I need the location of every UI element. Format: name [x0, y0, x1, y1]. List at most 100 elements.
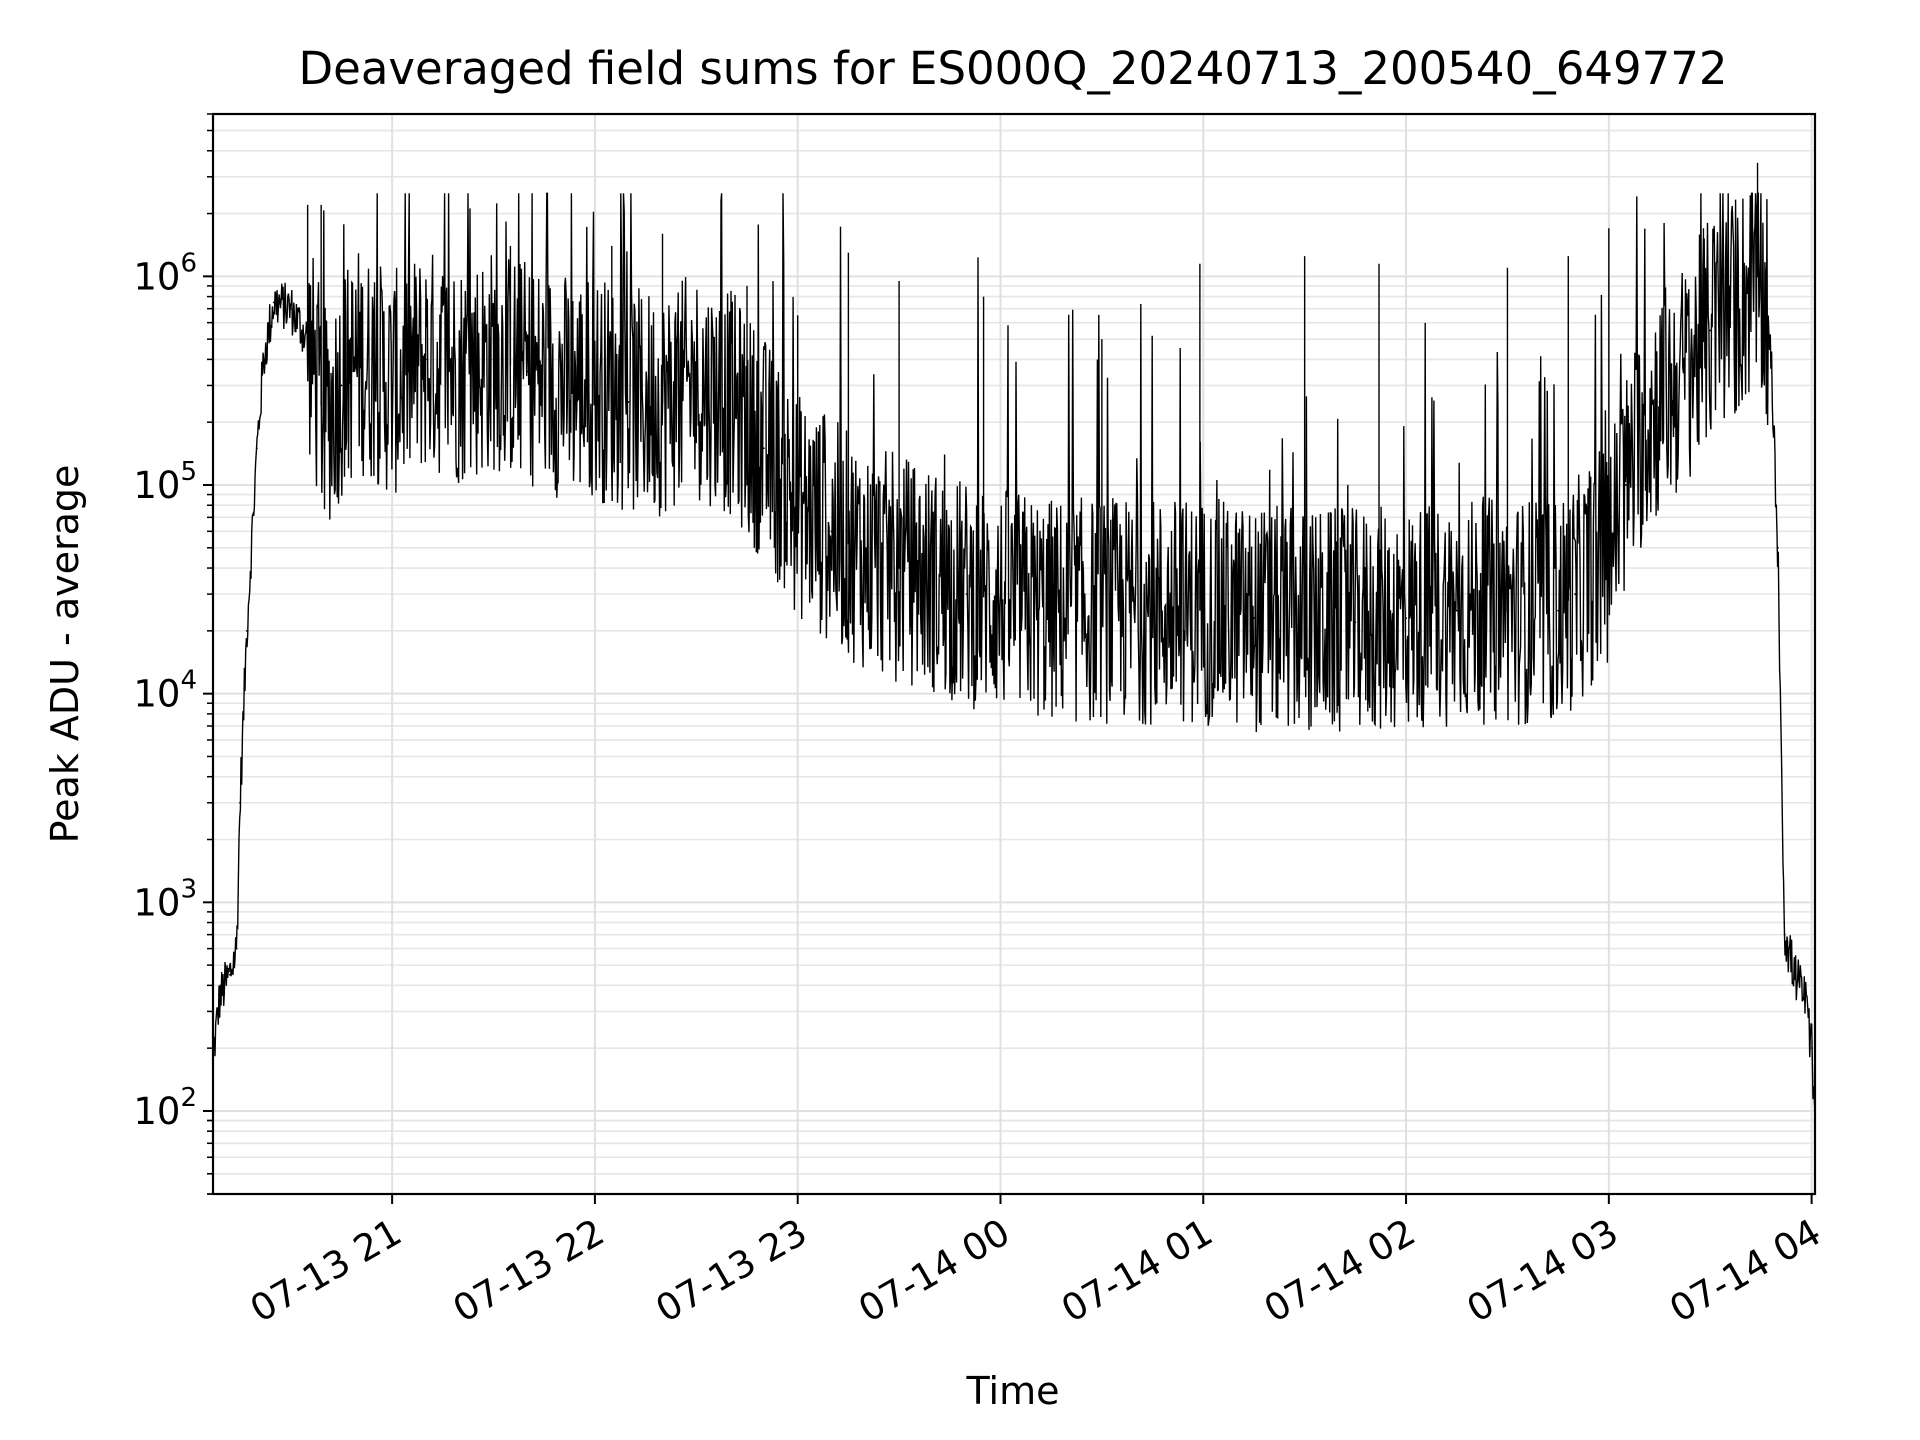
series-point — [1658, 401, 1661, 403]
series-noise-segment — [345, 193, 480, 493]
series-point — [1641, 430, 1644, 433]
series-point — [898, 567, 900, 569]
y-tick-base: 10 — [133, 255, 180, 298]
y-tick-exponent: 2 — [180, 1083, 197, 1113]
series-point — [1726, 314, 1729, 317]
series-point — [391, 384, 394, 387]
series-point — [245, 629, 248, 632]
series-point — [1692, 358, 1695, 361]
series-point — [999, 599, 1002, 602]
x-axis-ticks: 07-13 21 07-13 22 07-13 23 07-14 00 07-14 01… — [243, 1194, 1828, 1331]
y-tick-label: 105 — [133, 457, 197, 507]
series-point — [1756, 275, 1759, 278]
series-point — [1770, 358, 1772, 361]
series-point — [425, 358, 427, 361]
series-point — [1253, 617, 1255, 620]
series-point — [661, 401, 664, 403]
y-tick-base: 10 — [133, 881, 180, 924]
x-tick-label: 07-13 21 — [243, 1211, 409, 1331]
series-point — [1763, 307, 1766, 310]
y-tick-exponent: 6 — [180, 248, 197, 278]
y-tick-base: 10 — [133, 464, 180, 507]
series-noise-segment — [478, 192, 614, 504]
series-point — [218, 996, 221, 999]
series-noise-segment — [1279, 396, 1415, 732]
series-point — [965, 593, 968, 596]
y-tick-exponent: 4 — [180, 666, 197, 696]
series-point — [1793, 973, 1796, 976]
y-tick-label: 104 — [133, 666, 197, 716]
series-point — [1810, 1047, 1813, 1050]
series-point — [306, 338, 309, 341]
series-point — [1557, 609, 1560, 612]
x-tick-label: 07-14 01 — [1054, 1211, 1220, 1331]
series-point — [492, 358, 495, 361]
x-tick-label: 07-14 00 — [851, 1211, 1017, 1331]
series-point — [1675, 384, 1678, 387]
series-point — [1405, 617, 1407, 620]
series-noise-segment — [1546, 196, 1682, 719]
series-noise-segment — [1146, 335, 1281, 733]
series-point — [256, 447, 258, 450]
series-point — [1776, 546, 1779, 549]
series-point — [1607, 546, 1610, 549]
series-point — [1803, 996, 1806, 999]
series-point — [830, 530, 833, 533]
series-point — [526, 370, 529, 373]
series-noise-segment — [612, 193, 747, 528]
series-point — [323, 421, 326, 424]
y-tick-label: 103 — [133, 874, 197, 924]
chart-title: Deaveraged field sums for ES000Q_2024071… — [299, 42, 1728, 95]
series-point — [1455, 609, 1458, 612]
x-axis-label: Time — [966, 1369, 1060, 1413]
noise-layer — [212, 192, 1816, 1115]
series-point — [695, 384, 698, 387]
y-tick-label: 102 — [133, 1083, 197, 1133]
plot-frame — [211, 112, 1817, 1196]
series-point — [272, 301, 275, 304]
series-point — [1574, 593, 1576, 596]
grid-layer — [213, 113, 1815, 1195]
series-point — [560, 384, 563, 387]
series-noise-segment — [879, 257, 1014, 710]
series-point — [262, 358, 265, 361]
series-point — [1709, 329, 1712, 332]
series-point — [289, 307, 292, 310]
series-point — [1783, 933, 1786, 936]
series-point — [1624, 484, 1627, 486]
y-tick-base: 10 — [133, 1090, 180, 1133]
series-noise-segment — [1012, 303, 1148, 725]
x-tick-label: 07-14 02 — [1257, 1211, 1423, 1331]
series-point — [235, 947, 238, 950]
series-point — [239, 801, 241, 804]
x-tick-label: 07-14 03 — [1460, 1211, 1626, 1331]
series-point — [1743, 295, 1745, 298]
series-point — [931, 579, 934, 582]
series-point — [357, 358, 360, 361]
series-point — [1354, 621, 1357, 624]
y-axis-label: Peak ADU - average — [43, 465, 87, 844]
series-point — [340, 384, 343, 387]
series-point — [796, 504, 799, 507]
series-point — [864, 556, 867, 559]
series-point — [228, 973, 231, 976]
series-noise-segment — [1413, 322, 1548, 728]
series-noise-segment — [212, 210, 347, 1057]
series-point — [1151, 609, 1154, 612]
y-tick-exponent: 3 — [180, 874, 197, 904]
series-point — [374, 370, 377, 373]
series-point — [729, 401, 732, 403]
series-point — [1506, 609, 1509, 612]
y-tick-exponent: 5 — [180, 457, 197, 487]
x-tick-label: 07-13 23 — [649, 1211, 815, 1331]
series-point — [1202, 609, 1205, 612]
series-point — [458, 370, 461, 373]
series-point — [1050, 609, 1053, 612]
series-point — [1100, 609, 1103, 612]
series-point — [1303, 621, 1306, 624]
x-tick-label: 07-14 04 — [1663, 1211, 1829, 1331]
y-tick-label: 106 — [133, 248, 197, 298]
series-noise-segment — [745, 193, 881, 668]
